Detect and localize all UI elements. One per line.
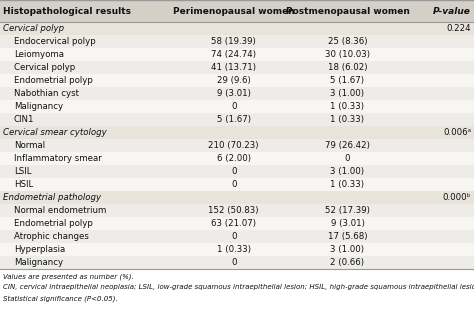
- Text: 30 (10.03): 30 (10.03): [325, 50, 370, 59]
- Text: 3 (1.00): 3 (1.00): [330, 167, 365, 176]
- Text: Leiomyoma: Leiomyoma: [14, 50, 64, 59]
- Text: 9 (3.01): 9 (3.01): [217, 89, 251, 98]
- Text: Cervical smear cytology: Cervical smear cytology: [3, 128, 107, 137]
- Text: 6 (2.00): 6 (2.00): [217, 154, 251, 163]
- Text: 18 (6.02): 18 (6.02): [328, 63, 367, 72]
- Text: Malignancy: Malignancy: [14, 258, 63, 267]
- Text: 5 (1.67): 5 (1.67): [330, 76, 365, 85]
- Text: Cervical polyp: Cervical polyp: [3, 24, 64, 33]
- Bar: [0, 217, 474, 230]
- Text: Endometrial pathology: Endometrial pathology: [3, 193, 101, 202]
- Bar: [0, 191, 474, 204]
- Bar: [0, 113, 474, 126]
- Text: 2 (0.66): 2 (0.66): [330, 258, 365, 267]
- Text: LSIL: LSIL: [14, 167, 31, 176]
- Text: 1 (0.33): 1 (0.33): [330, 180, 365, 189]
- Text: 0: 0: [231, 232, 237, 241]
- Text: Nabothian cyst: Nabothian cyst: [14, 89, 79, 98]
- Text: CIN1: CIN1: [14, 115, 35, 124]
- Bar: [0, 74, 474, 87]
- Text: P-value: P-value: [433, 6, 471, 15]
- Text: 79 (26.42): 79 (26.42): [325, 141, 370, 150]
- Bar: [0, 230, 474, 243]
- Bar: [0, 22, 474, 35]
- Text: HSIL: HSIL: [14, 180, 33, 189]
- Text: 41 (13.71): 41 (13.71): [211, 63, 256, 72]
- Text: 0.224: 0.224: [447, 24, 471, 33]
- Text: Values are presented as number (%).: Values are presented as number (%).: [3, 273, 134, 280]
- Text: 210 (70.23): 210 (70.23): [209, 141, 259, 150]
- Text: Cervical polyp: Cervical polyp: [14, 63, 75, 72]
- Bar: [0, 139, 474, 152]
- Bar: [0, 87, 474, 100]
- Bar: [0, 243, 474, 256]
- Text: 29 (9.6): 29 (9.6): [217, 76, 251, 85]
- Bar: [0, 152, 474, 165]
- Text: CIN, cervical intraepithelial neoplasia; LSIL, low-grade squamous intraepithelia: CIN, cervical intraepithelial neoplasia;…: [3, 284, 474, 290]
- Text: 5 (1.67): 5 (1.67): [217, 115, 251, 124]
- Text: 17 (5.68): 17 (5.68): [328, 232, 367, 241]
- Bar: [0, 100, 474, 113]
- Bar: [0, 165, 474, 178]
- Text: 58 (19.39): 58 (19.39): [211, 37, 256, 46]
- Bar: [0, 178, 474, 191]
- Bar: [0, 48, 474, 61]
- Text: Endometrial polyp: Endometrial polyp: [14, 76, 93, 85]
- Bar: [0, 0, 474, 22]
- Text: Perimenopausal women: Perimenopausal women: [173, 6, 294, 15]
- Text: Hyperplasia: Hyperplasia: [14, 245, 65, 254]
- Text: 0.006ᵃ: 0.006ᵃ: [443, 128, 471, 137]
- Bar: [0, 126, 474, 139]
- Text: Histopathological results: Histopathological results: [3, 6, 131, 15]
- Text: Normal endometrium: Normal endometrium: [14, 206, 106, 215]
- Text: Endometrial polyp: Endometrial polyp: [14, 219, 93, 228]
- Text: 1 (0.33): 1 (0.33): [330, 102, 365, 111]
- Text: 0: 0: [345, 154, 350, 163]
- Text: 3 (1.00): 3 (1.00): [330, 245, 365, 254]
- Text: 0: 0: [231, 167, 237, 176]
- Text: 3 (1.00): 3 (1.00): [330, 89, 365, 98]
- Text: 1 (0.33): 1 (0.33): [330, 115, 365, 124]
- Text: 74 (24.74): 74 (24.74): [211, 50, 256, 59]
- Text: Inflammatory smear: Inflammatory smear: [14, 154, 102, 163]
- Bar: [0, 204, 474, 217]
- Text: 0.000ᵇ: 0.000ᵇ: [443, 193, 471, 202]
- Text: 152 (50.83): 152 (50.83): [209, 206, 259, 215]
- Text: Postmenopausal women: Postmenopausal women: [285, 6, 410, 15]
- Text: Malignancy: Malignancy: [14, 102, 63, 111]
- Text: Endocervical polyp: Endocervical polyp: [14, 37, 96, 46]
- Text: 25 (8.36): 25 (8.36): [328, 37, 367, 46]
- Text: 9 (3.01): 9 (3.01): [330, 219, 365, 228]
- Text: 0: 0: [231, 180, 237, 189]
- Text: 0: 0: [231, 258, 237, 267]
- Text: 1 (0.33): 1 (0.33): [217, 245, 251, 254]
- Text: 0: 0: [231, 102, 237, 111]
- Bar: [0, 61, 474, 74]
- Text: Normal: Normal: [14, 141, 45, 150]
- Text: 63 (21.07): 63 (21.07): [211, 219, 256, 228]
- Bar: [0, 35, 474, 48]
- Bar: [0, 256, 474, 269]
- Text: Statistical significance (P<0.05).: Statistical significance (P<0.05).: [3, 295, 118, 302]
- Text: 52 (17.39): 52 (17.39): [325, 206, 370, 215]
- Text: Atrophic changes: Atrophic changes: [14, 232, 89, 241]
